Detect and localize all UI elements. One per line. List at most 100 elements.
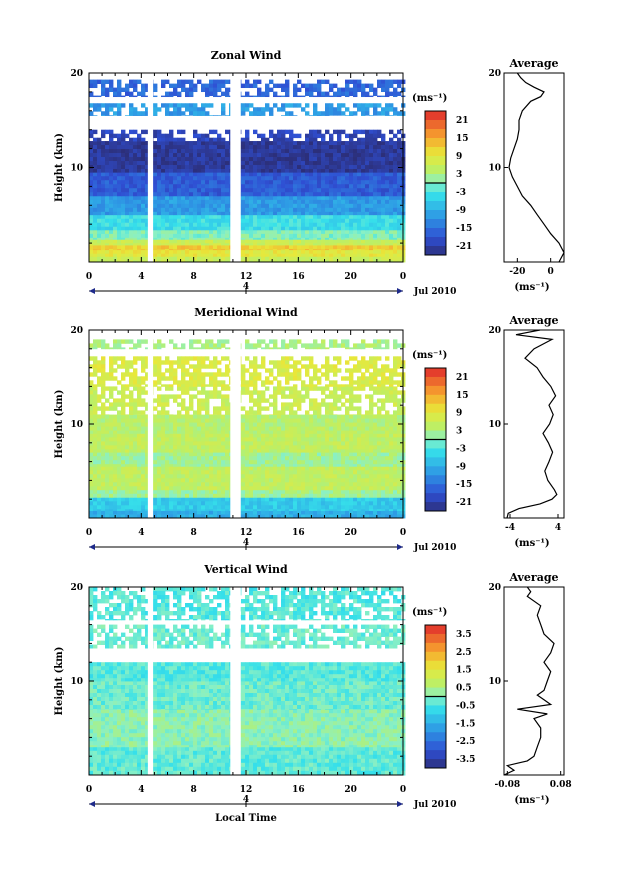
heatmap-cell [377,490,381,494]
heatmap-cell [173,486,177,490]
heatmap-cell [157,223,161,227]
heatmap-cell [349,215,353,219]
heatmap-cell [285,238,289,240]
heatmap-cell [397,505,401,509]
heatmap-cell [373,165,377,169]
heatmap-cell [93,245,97,249]
heatmap-cell [253,84,257,88]
heatmap-cell [249,192,253,196]
heatmap-cell [357,243,361,245]
heatmap-cell [221,103,225,107]
heatmap-cell [169,464,173,467]
heatmap-cell [205,249,209,250]
heatmap-cell [353,509,357,511]
heatmap-cell [221,256,225,260]
heatmap-cell [297,433,301,437]
heatmap-cell [189,460,193,464]
heatmap-cell [173,470,177,474]
heatmap-cell [257,245,261,249]
heatmap-cell [265,84,269,88]
heatmap-cell [377,180,381,184]
heatmap-cell [97,145,101,149]
heatmap-cell [213,165,217,169]
heatmap-cell [97,215,101,219]
heatmap-cell [173,490,177,494]
heatmap-cell [305,474,309,478]
heatmap-cell [193,250,197,254]
heatmap-cell [357,510,361,514]
heatmap-cell [253,494,257,498]
heatmap-cell [193,497,197,501]
heatmap-cell [133,157,137,161]
heatmap-cell [357,501,361,505]
heatmap-cell [317,460,321,464]
heatmap-cell [165,107,169,111]
heatmap-cell [201,196,205,200]
heatmap-cell [101,212,105,215]
heatmap-cell [177,184,181,188]
heatmap-cell [301,188,305,192]
heatmap-cell [385,482,389,486]
heatmap-cell [157,501,161,505]
heatmap-cell [253,497,257,501]
heatmap-cell [225,433,229,437]
heatmap-cell [209,505,213,509]
heatmap-cell [193,466,197,470]
heatmap-cell [317,456,321,460]
heatmap-cell [357,165,361,169]
heatmap-cell [161,149,165,153]
heatmap-cell [377,223,381,227]
heatmap-cell [309,165,313,169]
heatmap-cell [209,456,213,460]
heatmap-cell [189,208,193,212]
heatmap-cell [389,84,393,88]
heatmap-cell [101,141,105,145]
heatmap-cell [273,145,277,149]
heatmap-cell [217,134,221,138]
heatmap-cell [301,223,305,227]
heatmap-cell [293,157,297,161]
heatmap-cell [201,165,205,169]
heatmap-cell [101,466,105,470]
heatmap-cell [297,103,301,107]
heatmap-cell [125,464,129,467]
heatmap-cell [253,470,257,474]
heatmap-cell [393,172,397,176]
heatmap-cell [93,84,97,88]
heatmap-cell [377,134,381,138]
heatmap-cell [369,176,373,180]
heatmap-cell [137,212,141,215]
heatmap-cell [285,215,289,219]
heatmap-cell [397,474,401,478]
heatmap-cell [113,196,117,200]
heatmap-cell [297,188,301,192]
heatmap-cell [117,169,121,173]
heatmap-cell [109,239,113,243]
heatmap-cell [325,460,329,464]
heatmap-cell [89,176,93,180]
heatmap-cell [313,219,317,223]
heatmap-cell [125,115,129,116]
heatmap-cell [201,470,205,474]
heatmap-cell [385,111,389,115]
heatmap-cell [393,249,397,250]
heatmap-cell [293,466,297,470]
heatmap-cell [185,510,189,514]
heatmap-cell [333,141,337,145]
heatmap-cell [269,238,273,240]
heatmap-cell [273,161,277,165]
heatmap-cell [317,96,321,97]
heatmap-cell [129,107,133,111]
heatmap-cell [129,230,133,234]
heatmap-cell [309,92,313,96]
heatmap-cell [245,486,249,490]
heatmap-cell [245,250,249,254]
heatmap-cell [189,501,193,505]
heatmap-cell [357,145,361,149]
heatmap-cell [265,200,269,204]
heatmap-cell [241,501,245,505]
heatmap-cell [285,466,289,470]
heatmap-cell [269,161,273,165]
heatmap-cell [197,478,201,482]
heatmap-cell [109,501,113,505]
